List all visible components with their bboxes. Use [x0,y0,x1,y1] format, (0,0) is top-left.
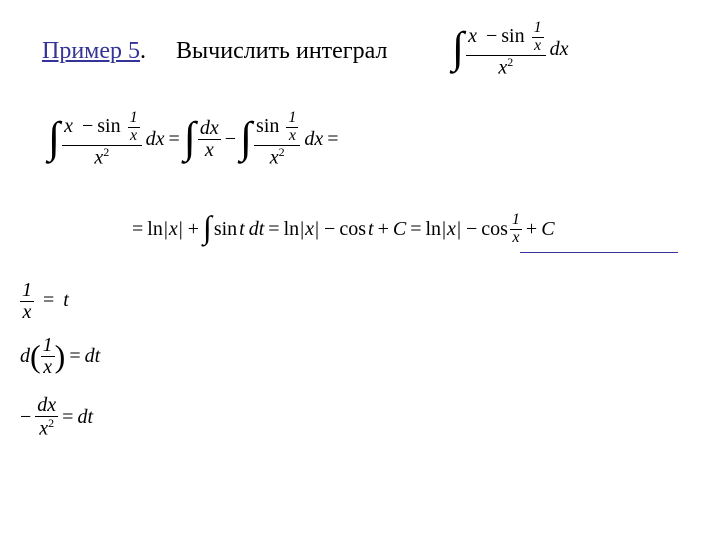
integral-sign-icon: ∫ [240,120,254,155]
answer-underline [520,252,678,253]
frac: x −sin 1 x x2 [62,110,142,168]
problem-integral: ∫ x −sin 1 x x2 dx [452,20,568,78]
dx: dx [546,38,569,61]
example-heading: Пример 5. Вычислить интеграл [42,38,387,65]
heading-underlined: Пример 5 [42,38,140,64]
substitution-3: − dx x2 = dt [20,395,93,440]
step-1: ∫ x −sin 1 x x2 dx = ∫ dx x − ∫ sin 1 x … [48,110,343,168]
integral-sign-icon: ∫ [184,120,198,155]
substitution-2: d ( 1 x ) = dt [20,335,100,378]
heading-period: . [140,38,146,64]
integral-sign-icon: ∫ [48,120,62,155]
frac-dx-x: dx x [198,118,221,161]
step-2: = ln|x| + ∫sint dt = ln|x| − cost + C = … [128,212,555,247]
integral-sign-icon: ∫ [452,30,466,65]
integral-sign-icon: ∫ [203,215,214,241]
frac-sin-x2: sin 1 x x2 [254,110,300,168]
substitution-1: 1 x = t [20,280,69,323]
integrand-fraction: x −sin 1 x x2 [466,20,546,78]
heading-rest: Вычислить интеграл [152,38,387,64]
